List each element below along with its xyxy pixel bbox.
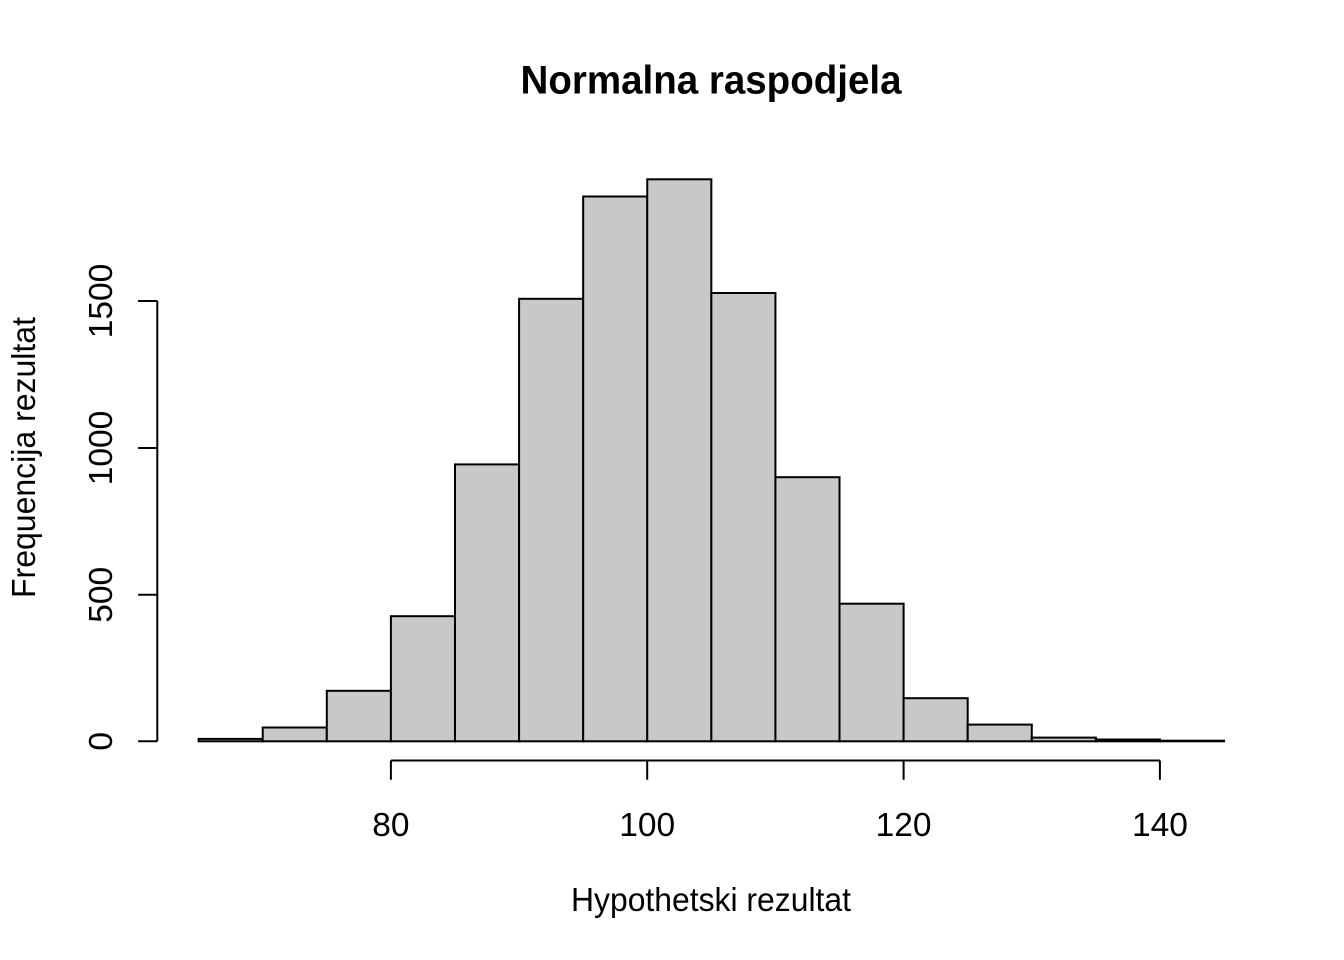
svg-text:500: 500 xyxy=(83,567,120,623)
svg-text:Hypothetski rezultat: Hypothetski rezultat xyxy=(571,882,852,919)
svg-text:Frequencija rezultat: Frequencija rezultat xyxy=(6,316,43,598)
svg-text:0: 0 xyxy=(83,732,120,751)
svg-text:Normalna raspodjela: Normalna raspodjela xyxy=(521,59,903,103)
svg-text:120: 120 xyxy=(876,807,932,844)
svg-text:80: 80 xyxy=(372,807,409,844)
svg-text:1000: 1000 xyxy=(83,411,120,486)
svg-text:1500: 1500 xyxy=(83,264,120,339)
svg-text:140: 140 xyxy=(1132,807,1188,844)
svg-text:100: 100 xyxy=(619,807,675,844)
